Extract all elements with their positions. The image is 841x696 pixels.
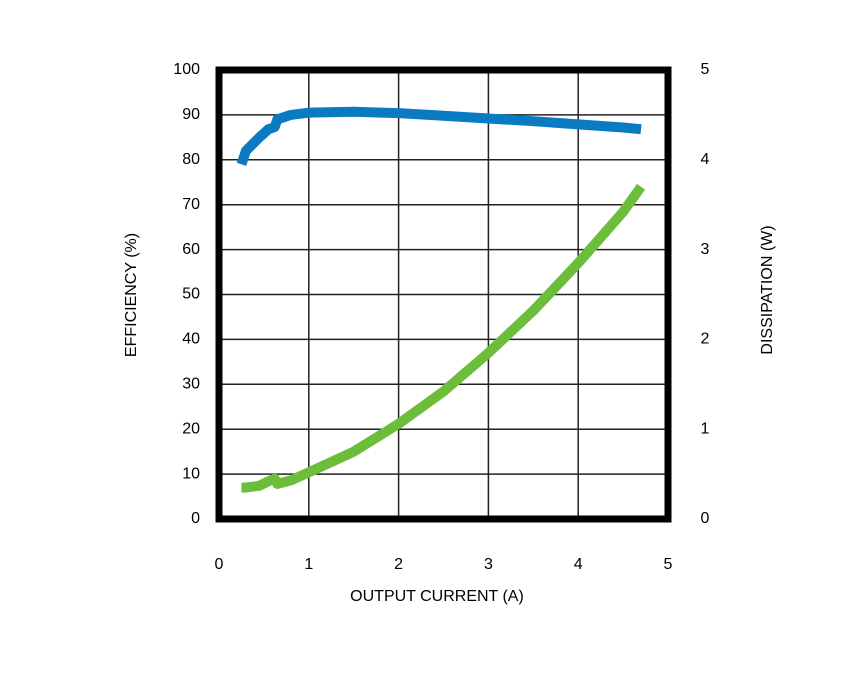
y-tick-label: 0 <box>191 510 200 527</box>
y-tick-label: 10 <box>182 465 200 482</box>
data-line <box>236 106 642 166</box>
data-line <box>240 183 646 493</box>
y-tick-label: 30 <box>182 376 200 393</box>
y2-tick-label: 4 <box>701 151 710 168</box>
y-tick-label: 70 <box>182 196 200 213</box>
y-tick-label: 100 <box>173 61 200 78</box>
x-tick-label: 4 <box>574 556 583 573</box>
y2-tick-label: 3 <box>701 241 710 258</box>
plot-frame <box>215 66 672 523</box>
y2-axis-label: DISSIPATION (W) <box>759 225 776 354</box>
y-tick-label: 40 <box>182 331 200 348</box>
x-axis-label: OUTPUT CURRENT (A) <box>350 588 524 605</box>
y2-tick-label: 0 <box>701 510 710 527</box>
y2-tick-label: 1 <box>701 420 710 437</box>
y-tick-label: 80 <box>182 151 200 168</box>
x-tick-label: 2 <box>394 556 403 573</box>
y2-tick-label: 2 <box>701 331 710 348</box>
y-tick-label: 50 <box>182 286 200 303</box>
x-tick-label: 3 <box>484 556 493 573</box>
y-tick-label: 20 <box>182 420 200 437</box>
y-tick-label: 60 <box>182 241 200 258</box>
y2-tick-label: 5 <box>701 61 710 78</box>
x-tick-label: 5 <box>664 556 673 573</box>
y-axis-label: EFFICIENCY (%) <box>123 233 140 357</box>
x-tick-label: 0 <box>215 556 224 573</box>
y-tick-label: 90 <box>182 106 200 123</box>
x-tick-label: 1 <box>304 556 313 573</box>
